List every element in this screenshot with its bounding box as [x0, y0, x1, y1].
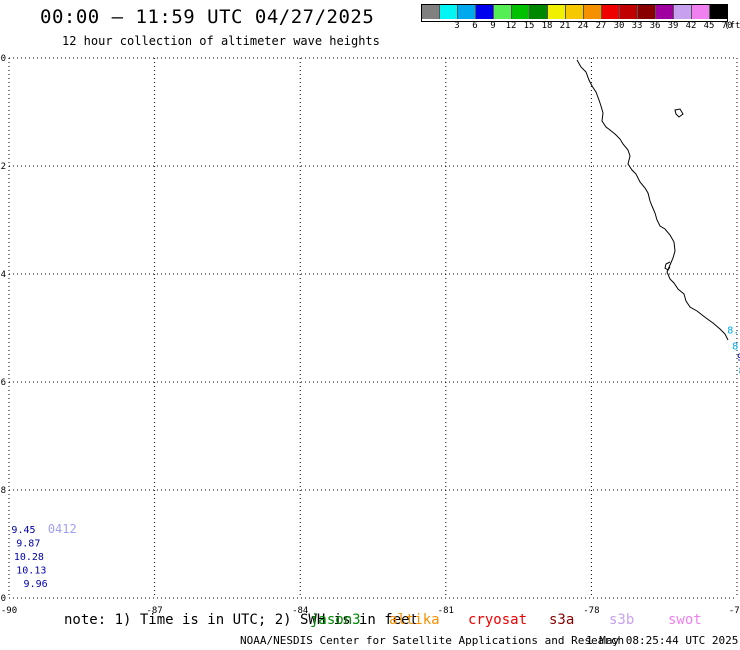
- satellite-legend-item: s3a: [549, 612, 575, 628]
- wave-height-colorbar: [421, 4, 728, 22]
- satellite-legend-item: swot: [668, 612, 702, 628]
- lon-tick-label: -84: [292, 606, 308, 616]
- colorbar-swatch: [512, 5, 530, 19]
- footer-timestamp: 1 May 08:25:44 UTC 2025: [586, 634, 739, 647]
- colorbar-swatch: [566, 5, 584, 19]
- colorbar-tick-label: 70: [721, 21, 733, 31]
- colorbar-swatch: [494, 5, 512, 19]
- colorbar-tick-label: 27: [595, 21, 607, 31]
- colorbar-tick-label: 6: [472, 21, 478, 31]
- colorbar-tick-label: 24: [577, 21, 589, 31]
- satellite-legend-item: cryosat: [468, 612, 528, 628]
- wave-height-label: 8.86: [727, 325, 740, 336]
- observation-labels: 8.868.809.548.68.7.8.89.459.8710.2810.13…: [11, 325, 740, 590]
- wave-height-label: 8.6: [738, 366, 740, 377]
- lon-tick-label: -90: [1, 606, 17, 616]
- footer-credit: NOAA/NESDIS Center for Satellite Applica…: [240, 634, 625, 647]
- satellite-legend-item: s3b: [609, 612, 635, 628]
- wave-height-label: 8.80: [732, 342, 740, 353]
- wave-height-label: 9.54: [737, 352, 740, 363]
- colorbar-tick-label: 9: [490, 21, 496, 31]
- colorbar-tick-label: 21: [559, 21, 571, 31]
- colorbar-swatch: [476, 5, 494, 19]
- colorbar-swatch: [602, 5, 620, 19]
- colorbar-swatch: [638, 5, 656, 19]
- colorbar-tick-label: 42: [685, 21, 697, 31]
- lat-tick-label: -10: [0, 54, 6, 64]
- pass-time-label: 0412: [48, 522, 77, 536]
- lon-tick-label: -75: [729, 606, 740, 616]
- colorbar-swatch: [458, 5, 476, 19]
- colorbar-swatch: [530, 5, 548, 19]
- colorbar-swatch: [422, 5, 440, 19]
- colorbar-tick-label: 12: [505, 21, 517, 31]
- wave-height-label: 10.28: [14, 552, 44, 563]
- colorbar-tick-label: 3: [454, 21, 460, 31]
- colorbar-swatch: [584, 5, 602, 19]
- wave-height-label: 9.96: [24, 579, 48, 590]
- colorbar-tick-label: 33: [631, 21, 643, 31]
- colorbar-tick-label: 39: [667, 21, 679, 31]
- lat-tick-label: -20: [0, 594, 6, 604]
- colorbar-swatch: [548, 5, 566, 19]
- map-axes: -90 -87 -84 -81 -78 -75 -10 -12 -14 -16 -18 -20: [0, 54, 740, 616]
- colorbar-swatch: [710, 5, 727, 19]
- colorbar-tick-label: 36: [649, 21, 661, 31]
- island-outline: [674, 108, 684, 118]
- map-title: 00:00 – 11:59 UTC 04/27/2025: [40, 6, 375, 28]
- colorbar-swatch: [674, 5, 692, 19]
- lat-tick-label: -16: [0, 378, 6, 388]
- colorbar-swatch: [692, 5, 710, 19]
- colorbar-swatch: [656, 5, 674, 19]
- map-grid: [8, 57, 738, 599]
- satellite-legend-item: altika: [389, 612, 440, 628]
- wave-height-label: 9.45: [11, 525, 35, 536]
- colorbar-tick-label: 30: [613, 21, 625, 31]
- colorbar-tick-label: 18: [541, 21, 553, 31]
- lat-tick-label: -12: [0, 162, 6, 172]
- coastline-inlet: [664, 261, 671, 271]
- colorbar-unit: (ft): [724, 21, 740, 31]
- wave-height-label: 10.13: [16, 566, 46, 577]
- colorbar-tick-label: 15: [523, 21, 535, 31]
- satellite-legend-item: jason3: [310, 612, 361, 628]
- lon-tick-label: -78: [583, 606, 599, 616]
- map-subtitle: 12 hour collection of altimeter wave hei…: [62, 34, 380, 48]
- colorbar-swatch: [620, 5, 638, 19]
- lon-tick-label: -87: [146, 606, 162, 616]
- colorbar-tick-label: 45: [703, 21, 715, 31]
- south-america-coastline: [576, 59, 729, 341]
- lat-tick-label: -18: [0, 486, 6, 496]
- colorbar-swatch: [440, 5, 458, 19]
- wave-height-label: 9.87: [16, 539, 40, 550]
- lat-tick-label: -14: [0, 270, 6, 280]
- footer-note: note: 1) Time is in UTC; 2) SWH is in fe…: [64, 612, 419, 628]
- lon-tick-label: -81: [438, 606, 454, 616]
